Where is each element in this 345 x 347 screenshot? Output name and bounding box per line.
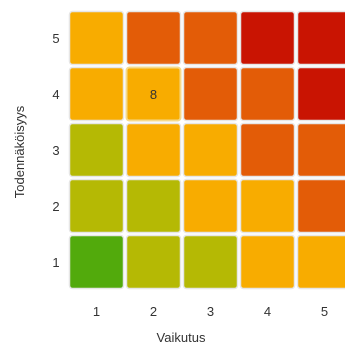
heatmap-cell-x3-y3 bbox=[182, 122, 239, 178]
heatmap-cell-x5-y5 bbox=[296, 10, 345, 66]
x-tick-label: 4 bbox=[264, 304, 271, 319]
heatmap-cell-x1-y2 bbox=[68, 178, 125, 234]
heatmap-cell-x1-y1 bbox=[68, 234, 125, 290]
y-axis-title: Todennäköisyys bbox=[12, 105, 27, 198]
heatmap-cell-x3-y1 bbox=[182, 234, 239, 290]
heatmap-cell-x3-y2 bbox=[182, 178, 239, 234]
y-tick-label: 3 bbox=[52, 143, 59, 158]
x-tick-label: 3 bbox=[207, 304, 214, 319]
heatmap-cell-x3-y5 bbox=[182, 10, 239, 66]
y-tick-label: 2 bbox=[52, 199, 59, 214]
heatmap-cell-x4-y1 bbox=[239, 234, 296, 290]
x-tick-label: 1 bbox=[93, 304, 100, 319]
x-tick-label: 2 bbox=[150, 304, 157, 319]
heatmap-cell-x4-y4 bbox=[239, 66, 296, 122]
y-axis-ticks: 5 4 3 2 1 bbox=[52, 31, 59, 270]
heatmap-cell-x5-y3 bbox=[296, 122, 345, 178]
heatmap-cell-x4-y5 bbox=[239, 10, 296, 66]
heatmap-cell-x1-y4 bbox=[68, 66, 125, 122]
x-axis-ticks: 1 2 3 4 5 bbox=[93, 304, 328, 319]
heatmap-cell-x2-y5 bbox=[125, 10, 182, 66]
heatmap-cell-x5-y4 bbox=[296, 66, 345, 122]
heatmap-cell-x4-y2 bbox=[239, 178, 296, 234]
heatmap-cell-x1-y5 bbox=[68, 10, 125, 66]
heatmap-cell-x5-y2 bbox=[296, 178, 345, 234]
y-tick-label: 5 bbox=[52, 31, 59, 46]
x-axis-title: Vaikutus bbox=[157, 330, 206, 345]
heatmap-cell-x1-y3 bbox=[68, 122, 125, 178]
cell-value-label: 8 bbox=[150, 87, 157, 102]
y-tick-label: 1 bbox=[52, 255, 59, 270]
heatmap-cell-x2-y3 bbox=[125, 122, 182, 178]
x-tick-label: 5 bbox=[321, 304, 328, 319]
heatmap-cell-x2-y4 bbox=[125, 66, 182, 122]
y-tick-label: 4 bbox=[52, 87, 59, 102]
heatmap-cell-x3-y4 bbox=[182, 66, 239, 122]
heatmap-cell-x5-y1 bbox=[296, 234, 345, 290]
heatmap-cell-x2-y2 bbox=[125, 178, 182, 234]
heatmap-cell-x4-y3 bbox=[239, 122, 296, 178]
heatmap-cell-x2-y1 bbox=[125, 234, 182, 290]
heatmap-cells: 8 bbox=[68, 10, 345, 290]
